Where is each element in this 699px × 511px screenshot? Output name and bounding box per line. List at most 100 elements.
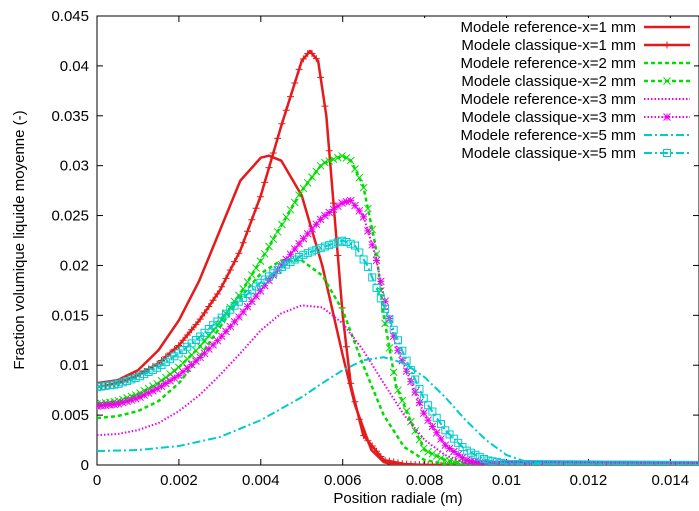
data-point	[204, 331, 213, 340]
data-point	[325, 147, 333, 155]
data-point	[303, 229, 312, 238]
series-line	[97, 239, 699, 465]
data-point	[471, 450, 480, 459]
data-point	[321, 211, 329, 220]
data-point	[187, 360, 196, 369]
data-point	[351, 201, 359, 210]
data-point	[419, 409, 428, 417]
data-point	[458, 453, 467, 462]
data-point	[338, 152, 346, 160]
data-point	[222, 327, 230, 336]
data-point	[394, 336, 402, 345]
series-layer	[97, 49, 699, 465]
data-point	[346, 196, 355, 205]
data-point	[308, 247, 316, 256]
data-point	[101, 401, 110, 410]
data-point	[467, 457, 475, 465]
data-point	[578, 460, 587, 465]
data-point	[290, 198, 299, 207]
data-point	[338, 199, 346, 207]
data-point	[346, 156, 355, 165]
data-point	[274, 134, 282, 142]
data-point	[273, 227, 282, 236]
data-point	[149, 387, 157, 395]
data-point	[424, 461, 432, 465]
data-point	[432, 452, 441, 460]
data-point	[312, 167, 321, 176]
data-point	[260, 249, 269, 258]
data-point	[136, 372, 144, 381]
data-point	[359, 213, 368, 221]
series-7	[97, 356, 699, 465]
data-point	[282, 255, 291, 264]
data-point	[333, 238, 342, 247]
data-point	[450, 461, 458, 465]
series-line	[97, 154, 699, 465]
data-point	[252, 204, 260, 212]
data-point	[652, 460, 660, 465]
data-point	[583, 460, 592, 465]
data-point	[247, 297, 256, 306]
data-point	[355, 206, 364, 215]
data-point	[454, 438, 463, 447]
data-point	[299, 55, 307, 63]
data-point	[295, 239, 303, 248]
data-point	[514, 460, 523, 465]
x-tick-label: 0.002	[160, 472, 198, 489]
data-point	[626, 460, 635, 465]
data-point	[127, 396, 136, 404]
data-point	[441, 441, 450, 450]
data-point	[170, 374, 179, 382]
data-point	[561, 460, 570, 465]
data-point	[278, 120, 286, 128]
data-point	[441, 461, 449, 465]
data-point	[218, 283, 226, 291]
data-point	[467, 448, 476, 457]
data-point	[97, 401, 106, 410]
data-point	[557, 460, 566, 465]
data-point	[419, 444, 428, 453]
data-point	[312, 220, 321, 229]
data-point	[424, 401, 433, 410]
data-point	[308, 173, 316, 181]
data-point	[445, 430, 454, 439]
data-point	[402, 356, 411, 365]
data-point	[256, 257, 265, 265]
legend-label: Modele classique-x=5 mm	[461, 145, 636, 162]
data-point	[566, 460, 574, 465]
data-point	[226, 322, 235, 331]
data-point	[368, 442, 376, 450]
data-point	[110, 400, 119, 409]
legend-label: Modele reference-x=1 mm	[461, 19, 637, 36]
data-point	[342, 237, 351, 246]
data-point	[200, 349, 209, 358]
x-tick-label: 0.004	[242, 472, 280, 489]
data-point	[226, 266, 234, 274]
data-point	[342, 343, 350, 351]
data-point	[239, 284, 248, 293]
data-point	[317, 73, 325, 81]
data-point	[505, 460, 514, 465]
data-point	[140, 370, 149, 379]
data-point	[411, 375, 420, 384]
data-point	[291, 79, 299, 87]
data-point	[385, 344, 394, 352]
data-point	[131, 373, 140, 382]
data-point	[188, 326, 196, 334]
y-axis-label: Fraction volumique liquide moyenne (-)	[11, 110, 28, 369]
y-tick-label: 0.015	[51, 307, 89, 324]
data-point	[449, 434, 458, 443]
data-point	[308, 49, 316, 57]
data-point	[256, 193, 264, 201]
data-point	[235, 313, 243, 321]
legend-label: Modele reference-x=2 mm	[461, 55, 637, 72]
data-point	[398, 346, 407, 355]
data-point	[329, 205, 338, 214]
data-point	[282, 260, 291, 269]
data-point	[320, 242, 329, 251]
data-point	[402, 407, 411, 415]
data-point	[329, 155, 338, 164]
data-point	[127, 375, 136, 384]
data-point	[415, 435, 424, 444]
data-point	[677, 460, 686, 465]
